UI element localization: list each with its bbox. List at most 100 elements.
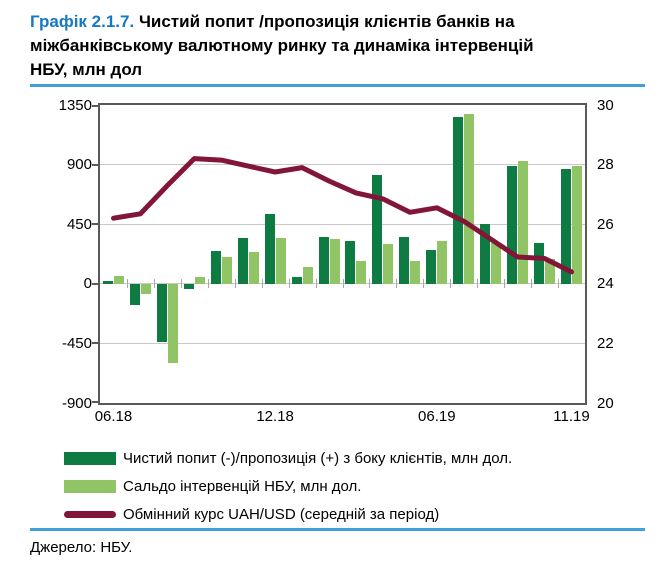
bar-net-demand bbox=[211, 250, 221, 284]
bar-interventions bbox=[222, 257, 232, 284]
bar-net-demand bbox=[238, 238, 248, 284]
bar-net-demand bbox=[453, 116, 463, 284]
category-tick bbox=[504, 279, 505, 289]
bar-net-demand bbox=[157, 283, 167, 343]
legend-label-interventions: Сальдо інтервенцій НБУ, млн дол. bbox=[123, 477, 362, 495]
left-axis-tick bbox=[92, 401, 98, 403]
right-axis-tick-label: 24 bbox=[597, 275, 614, 293]
category-tick bbox=[289, 279, 290, 289]
bar-net-demand bbox=[130, 283, 140, 305]
left-axis-tick bbox=[92, 342, 98, 345]
left-axis-tick-label: 450 bbox=[66, 215, 92, 233]
gridline bbox=[100, 164, 585, 166]
title-number: Графік 2.1.7. bbox=[30, 12, 135, 31]
bar-net-demand bbox=[561, 168, 571, 284]
legend-item-interventions: Сальдо інтервенцій НБУ, млн дол. bbox=[64, 472, 512, 500]
gridline bbox=[100, 223, 585, 225]
right-axis-tick-label: 26 bbox=[597, 215, 614, 233]
category-tick bbox=[262, 279, 263, 289]
title-line-3: НБУ, млн дол bbox=[30, 60, 143, 79]
left-axis-tick-label: 1350 bbox=[58, 96, 92, 114]
bar-interventions bbox=[276, 238, 286, 284]
right-axis-tick-label: 30 bbox=[597, 96, 614, 114]
bar-interventions bbox=[330, 239, 340, 284]
left-axis-tick-label: 0 bbox=[83, 275, 92, 293]
bar-interventions bbox=[195, 277, 205, 284]
right-axis-tick-label: 22 bbox=[597, 334, 614, 352]
bar-net-demand bbox=[399, 236, 409, 284]
bar-net-demand bbox=[345, 241, 355, 284]
left-axis-tick bbox=[92, 105, 98, 107]
left-axis-tick bbox=[92, 223, 98, 226]
bar-net-demand bbox=[319, 237, 329, 284]
exchange-rate-line bbox=[111, 156, 574, 275]
interventions-swatch-icon bbox=[64, 479, 116, 493]
bar-net-demand bbox=[480, 224, 490, 284]
category-tick bbox=[181, 279, 182, 289]
bar-interventions bbox=[491, 242, 501, 284]
left-axis-tick bbox=[92, 163, 98, 166]
legend-label-net-demand: Чистий попит (-)/пропозиція (+) з боку к… bbox=[123, 449, 513, 467]
exchange-rate-swatch-icon bbox=[64, 510, 116, 518]
x-axis-tick-label: 12.18 bbox=[256, 408, 294, 425]
bar-interventions bbox=[249, 252, 259, 284]
chart-title: Графік 2.1.7. Чистий попит /пропозиція к… bbox=[30, 10, 642, 82]
plot-area bbox=[92, 103, 587, 405]
bar-interventions bbox=[168, 283, 178, 364]
bar-interventions bbox=[437, 240, 447, 284]
bar-interventions bbox=[356, 261, 366, 284]
legend: Чистий попит (-)/пропозиція (+) з боку к… bbox=[64, 444, 512, 528]
category-tick bbox=[423, 279, 424, 289]
category-tick bbox=[477, 279, 478, 289]
legend-label-exchange-rate: Обмінний курс UAH/USD (середній за періо… bbox=[123, 505, 440, 523]
left-axis-tick-label: -450 bbox=[61, 334, 92, 352]
gridline bbox=[100, 283, 585, 285]
bar-interventions bbox=[464, 114, 474, 284]
category-tick bbox=[127, 279, 128, 289]
category-tick bbox=[558, 279, 559, 289]
bar-net-demand bbox=[534, 243, 544, 284]
bar-net-demand bbox=[265, 213, 275, 284]
title-line-2: міжбанківському валютному ринку та динам… bbox=[30, 36, 534, 55]
bar-net-demand bbox=[184, 283, 194, 290]
right-axis-tick-label: 20 bbox=[597, 394, 614, 412]
category-tick bbox=[369, 279, 370, 289]
bar-net-demand bbox=[507, 165, 517, 284]
gridline bbox=[100, 342, 585, 344]
category-tick bbox=[343, 279, 344, 289]
x-axis-tick-label: 11.19 bbox=[553, 408, 590, 425]
category-tick bbox=[396, 279, 397, 289]
bar-interventions bbox=[572, 165, 582, 284]
bar-interventions bbox=[545, 258, 555, 284]
category-tick bbox=[235, 279, 236, 289]
bar-net-demand bbox=[372, 175, 382, 284]
bar-interventions bbox=[114, 275, 124, 284]
category-tick bbox=[316, 279, 317, 289]
bar-interventions bbox=[383, 244, 393, 284]
source-note: Джерело: НБУ. bbox=[30, 539, 133, 556]
title-line-1: Графік 2.1.7. Чистий попит /пропозиція к… bbox=[30, 10, 642, 34]
bar-net-demand bbox=[426, 250, 436, 284]
legend-item-exchange-rate: Обмінний курс UAH/USD (середній за періо… bbox=[64, 500, 512, 528]
left-axis-tick bbox=[92, 282, 98, 285]
bar-interventions bbox=[303, 266, 313, 284]
category-tick bbox=[154, 279, 155, 289]
legend-item-net-demand: Чистий попит (-)/пропозиція (+) з боку к… bbox=[64, 444, 512, 472]
top-divider bbox=[30, 84, 645, 87]
right-axis-tick-label: 28 bbox=[597, 156, 614, 174]
left-axis-tick-label: 900 bbox=[66, 156, 92, 174]
category-tick bbox=[450, 279, 451, 289]
x-axis-tick-label: 06.18 bbox=[94, 408, 133, 425]
x-axis-tick-label: 06.19 bbox=[418, 408, 456, 425]
title-text-1: Чистий попит /пропозиція клієнтів банків… bbox=[138, 12, 515, 31]
bar-interventions bbox=[410, 261, 420, 284]
bar-interventions bbox=[141, 283, 151, 295]
bar-net-demand bbox=[292, 277, 302, 284]
left-axis-tick-label: -900 bbox=[61, 394, 92, 412]
bar-net-demand bbox=[103, 281, 113, 284]
bar-interventions bbox=[518, 160, 528, 284]
category-tick bbox=[208, 279, 209, 289]
category-tick bbox=[531, 279, 532, 289]
